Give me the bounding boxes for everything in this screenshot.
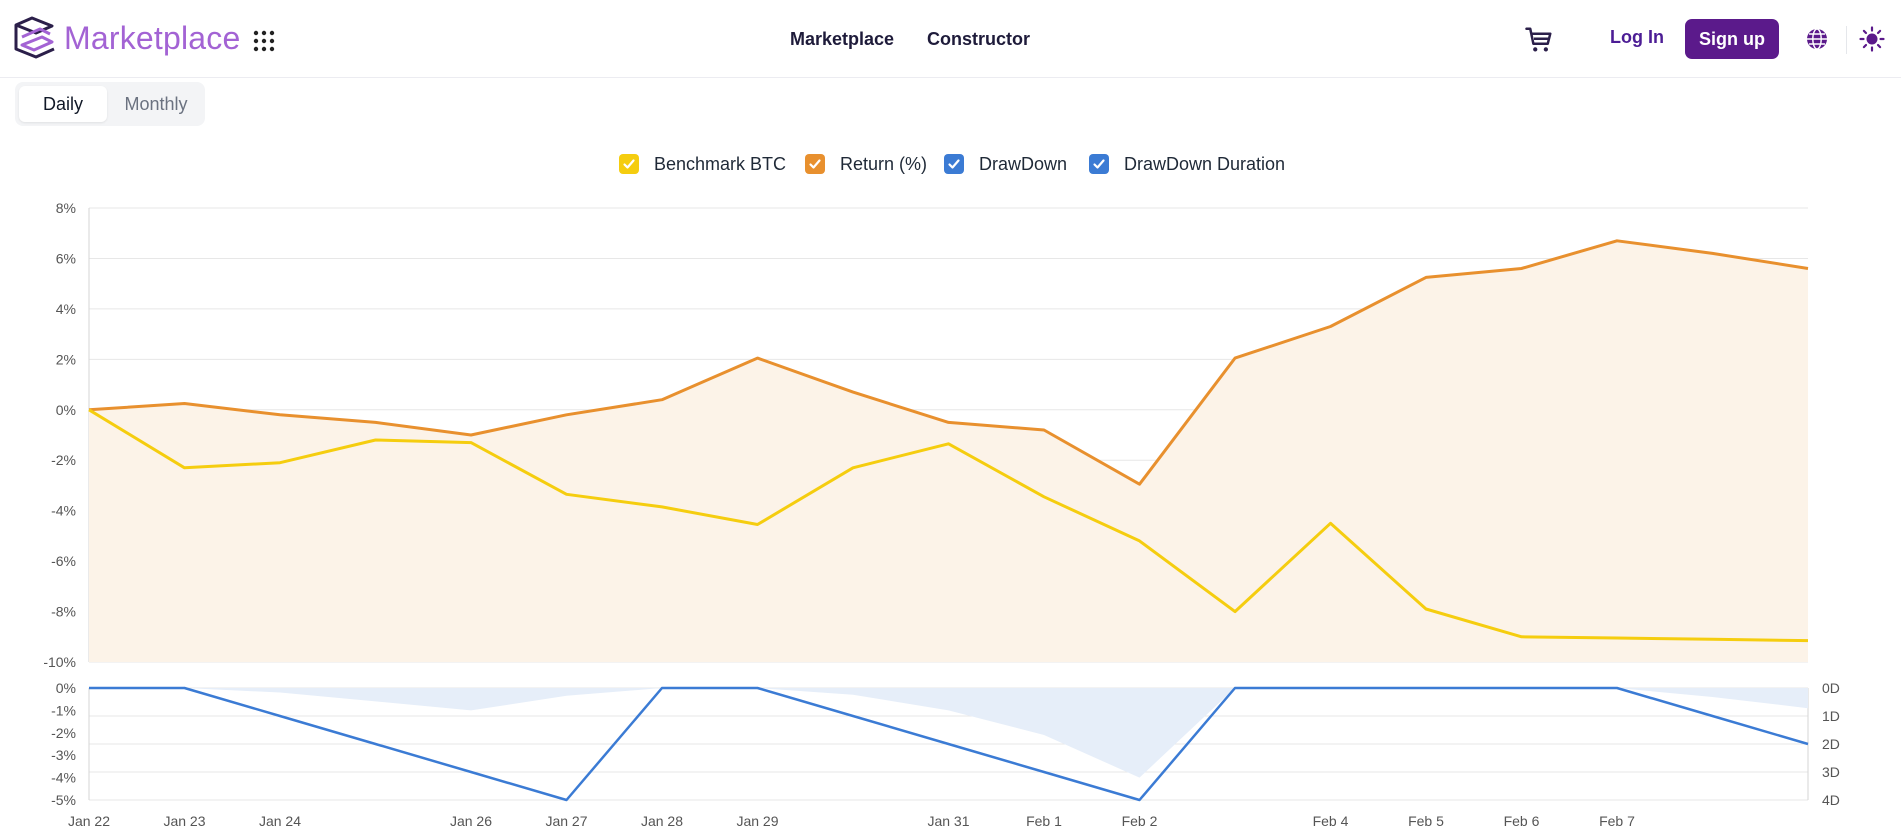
return-line — [88, 239, 1809, 486]
y-tick-label: -1% — [51, 702, 76, 718]
legend-benchmark-btc[interactable]: Benchmark BTC — [619, 152, 786, 176]
cart-icon[interactable] — [1524, 25, 1554, 55]
drawdown-area — [89, 688, 1808, 778]
x-tick-label: Feb 1 — [1026, 813, 1062, 829]
y-tick-label: 0% — [56, 402, 76, 418]
y-tick-label: 4% — [56, 301, 76, 317]
brand-name: Marketplace — [64, 19, 241, 56]
legend-label: Benchmark BTC — [654, 153, 787, 174]
legend-label: DrawDown Duration — [1124, 153, 1286, 174]
x-tick-label: Feb 4 — [1313, 813, 1349, 829]
x-tick-label: Jan 23 — [163, 813, 205, 829]
drawdown-duration-line — [89, 686, 1809, 802]
sun-icon[interactable] — [1859, 26, 1885, 52]
x-tick-label: Jan 24 — [259, 813, 301, 829]
apps-grid-icon[interactable] — [252, 29, 276, 53]
x-tick-label: Jan 29 — [736, 813, 778, 829]
x-tick-label: Feb 6 — [1504, 813, 1540, 829]
y2-tick-label: 4D — [1822, 792, 1840, 808]
tab-monthly[interactable]: Monthly — [124, 93, 188, 114]
legend-drawdown-duration[interactable]: DrawDown Duration — [1089, 152, 1285, 176]
legend-label: Return (%) — [840, 153, 928, 174]
checkbox-checked-icon — [805, 154, 825, 174]
y-tick-label: 6% — [56, 250, 76, 266]
y2-tick-label: 2D — [1822, 736, 1840, 752]
tab-daily[interactable]: Daily — [19, 86, 107, 122]
period-tabs: Daily Monthly — [15, 82, 205, 126]
nav-constructor[interactable]: Constructor — [927, 28, 1030, 49]
logo-icon — [14, 16, 55, 59]
y-tick-label: -2% — [51, 725, 76, 741]
x-tick-label: Feb 2 — [1122, 813, 1158, 829]
y2-tick-label: 1D — [1822, 708, 1840, 724]
top-header: Marketplace Marketplace Constructor Log … — [0, 0, 1901, 78]
globe-icon[interactable] — [1805, 27, 1829, 51]
y-tick-label: -4% — [51, 770, 76, 786]
legend-drawdown[interactable]: DrawDown — [944, 152, 1067, 176]
x-tick-label: Jan 31 — [927, 813, 969, 829]
x-tick-label: Jan 27 — [545, 813, 587, 829]
signup-button[interactable]: Sign up — [1685, 19, 1779, 59]
nav-marketplace[interactable]: Marketplace — [790, 28, 895, 49]
y-tick-label: -3% — [51, 747, 76, 763]
y-tick-label: 8% — [56, 200, 76, 216]
login-button[interactable]: Log In — [1610, 27, 1664, 47]
x-tick-label: Jan 22 — [68, 813, 110, 829]
x-tick-label: Feb 7 — [1599, 813, 1635, 829]
legend-label: DrawDown — [979, 153, 1068, 174]
y-tick-label: -2% — [51, 452, 76, 468]
benchmark-btc-line — [88, 408, 1809, 643]
header-divider — [1846, 26, 1847, 54]
y2-tick-label: 0D — [1822, 680, 1840, 696]
y-tick-label: 2% — [56, 351, 76, 367]
y-tick-label: 0% — [56, 680, 76, 696]
checkbox-checked-icon — [619, 154, 639, 174]
checkbox-checked-icon — [944, 154, 964, 174]
legend-return[interactable]: Return (%) — [805, 152, 927, 176]
x-tick-label: Feb 5 — [1408, 813, 1444, 829]
y2-tick-label: 3D — [1822, 764, 1840, 780]
y-tick-label: -4% — [51, 503, 76, 519]
return-area — [89, 240, 1808, 663]
y-tick-label: -10% — [43, 654, 76, 670]
y-tick-label: -5% — [51, 792, 76, 808]
x-tick-label: Jan 26 — [450, 813, 492, 829]
x-tick-label: Jan 28 — [641, 813, 683, 829]
y-tick-label: -8% — [51, 604, 76, 620]
y-tick-label: -6% — [51, 553, 76, 569]
checkbox-checked-icon — [1089, 154, 1109, 174]
brand[interactable]: Marketplace — [12, 15, 241, 61]
